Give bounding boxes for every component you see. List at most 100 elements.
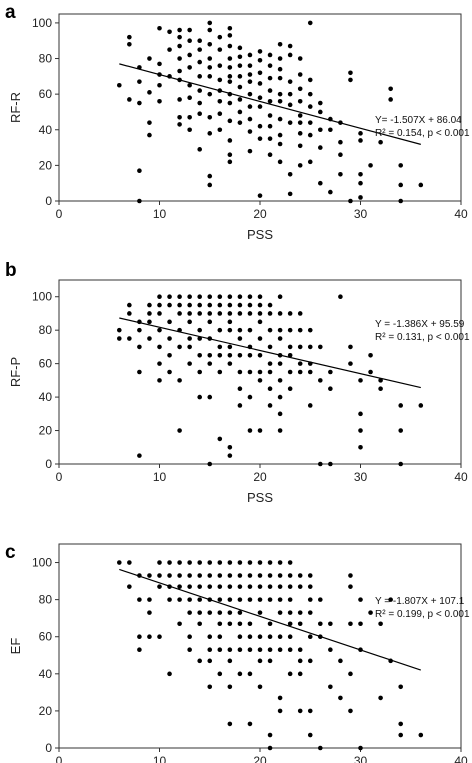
data-point (287, 52, 293, 58)
data-point (338, 139, 343, 145)
data-point (267, 584, 273, 589)
data-point (167, 336, 172, 341)
data-point (157, 82, 162, 88)
data-point (147, 311, 152, 316)
data-point (277, 141, 283, 147)
data-point (197, 597, 202, 602)
data-point (237, 634, 243, 640)
data-point (257, 104, 263, 109)
data-point (267, 597, 273, 602)
data-point (307, 369, 313, 375)
data-point (217, 647, 223, 653)
data-point (147, 573, 152, 578)
data-point (257, 302, 263, 308)
data-point (207, 173, 213, 179)
data-point (177, 302, 182, 308)
data-point (267, 344, 273, 350)
data-point (227, 33, 233, 38)
data-point (237, 621, 243, 627)
data-point (257, 311, 263, 316)
data-point (207, 658, 213, 664)
data-point (127, 311, 132, 316)
x-tick-label: 40 (454, 754, 468, 763)
data-point (127, 584, 132, 589)
data-point (207, 27, 213, 33)
data-point (237, 97, 243, 102)
data-point (297, 708, 303, 714)
y-axis-label: RF-R (8, 92, 23, 123)
data-point (157, 584, 162, 589)
data-point (418, 182, 424, 188)
data-point (177, 97, 182, 102)
data-point (157, 573, 162, 578)
data-point (207, 74, 213, 79)
data-point (217, 597, 223, 602)
data-point (247, 148, 253, 154)
regression-stats: R² = 0.154, p < 0.001 (375, 128, 470, 139)
y-tick-label: 100 (32, 16, 52, 30)
data-point (277, 327, 283, 333)
data-point (137, 168, 142, 174)
data-point (307, 327, 313, 333)
data-point (398, 198, 404, 204)
panel-letter: b (5, 260, 17, 281)
panel-c: 010203040020406080100PSSEFcY = -1.807X +… (5, 542, 470, 763)
data-point (257, 294, 263, 300)
regression-stats: R² = 0.131, p < 0.001 (375, 332, 470, 343)
data-point (227, 79, 233, 84)
data-point (297, 610, 303, 615)
data-point (137, 369, 142, 375)
data-point (197, 100, 202, 106)
data-point (297, 647, 303, 653)
data-point (358, 428, 363, 433)
data-point (197, 311, 202, 316)
data-point (217, 98, 223, 104)
data-point (287, 352, 293, 358)
data-point (177, 311, 182, 316)
regression-equation: Y = -1.386X + 95.59 (375, 319, 465, 330)
data-point (277, 647, 283, 653)
data-point (217, 436, 223, 442)
x-tick-label: 0 (56, 754, 63, 763)
data-point (197, 352, 202, 358)
data-point (197, 47, 202, 52)
data-point (127, 34, 132, 40)
data-point (267, 98, 273, 104)
data-point (368, 369, 373, 375)
data-point (247, 369, 253, 375)
data-point (247, 294, 253, 300)
data-point (227, 138, 233, 143)
data-point (137, 647, 142, 653)
data-point (267, 327, 273, 333)
panel-a: 0 10 20 30 40 0 20 40 60 80 100 PSS RF-R a Y= -1.507X … (5, 2, 470, 242)
data-point (147, 336, 152, 341)
data-point (277, 428, 283, 433)
data-point (147, 90, 152, 95)
data-point (418, 732, 424, 738)
data-point (257, 58, 263, 63)
data-point (277, 584, 283, 589)
data-point (418, 403, 424, 408)
data-point (197, 394, 202, 400)
data-point (217, 634, 223, 640)
data-point (237, 311, 243, 316)
data-point (277, 695, 283, 701)
data-point (207, 91, 213, 97)
data-point (277, 361, 283, 366)
data-point (207, 20, 213, 26)
y-tick-label: 60 (39, 87, 53, 101)
data-point (267, 302, 273, 308)
data-point (247, 311, 253, 316)
data-point (147, 634, 152, 640)
data-point (187, 52, 192, 58)
data-point (338, 152, 343, 157)
data-point (267, 123, 273, 129)
data-point (368, 610, 373, 615)
data-point (237, 74, 243, 79)
data-point (297, 72, 303, 77)
data-point (157, 327, 162, 333)
data-point (207, 182, 213, 188)
x-tick-label: 30 (354, 470, 368, 484)
data-point (318, 100, 323, 106)
data-point (307, 91, 313, 97)
